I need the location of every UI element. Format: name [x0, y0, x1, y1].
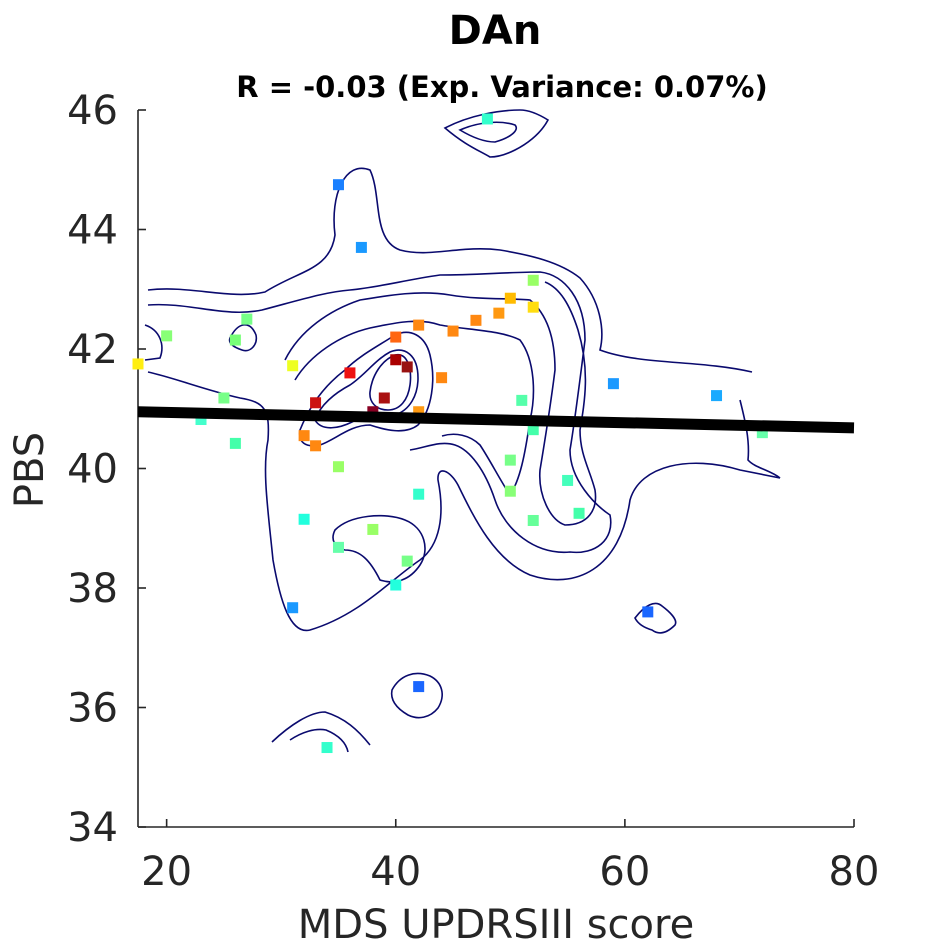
data-point	[401, 555, 413, 567]
y-tick-label: 40	[67, 447, 118, 493]
data-point	[218, 392, 230, 404]
data-point	[332, 179, 344, 191]
data-point	[378, 392, 390, 404]
data-point	[527, 424, 539, 436]
x-tick-label: 80	[829, 849, 880, 895]
data-point	[447, 325, 459, 337]
data-point	[195, 414, 207, 426]
y-axis-label: PBS	[7, 432, 53, 508]
data-point	[355, 241, 367, 253]
data-point	[527, 301, 539, 313]
y-tick-label: 46	[67, 88, 118, 134]
y-tick-label: 38	[67, 566, 118, 612]
data-point	[332, 461, 344, 473]
data-point	[527, 274, 539, 286]
data-point	[573, 507, 585, 519]
data-point	[321, 742, 333, 754]
density-contours	[144, 109, 781, 753]
data-point	[310, 397, 322, 409]
x-ticks: 20 40 60 80	[141, 819, 879, 895]
regression-line	[137, 406, 855, 434]
data-point	[332, 541, 344, 553]
y-tick-label: 36	[67, 686, 118, 732]
data-point	[344, 367, 356, 379]
axes: 20 40 60 80 34 36 38 40 42 44 46	[67, 88, 879, 895]
y-tick-label: 42	[67, 327, 118, 373]
data-point	[413, 681, 425, 693]
data-point	[562, 474, 574, 486]
data-point	[390, 579, 402, 591]
data-point	[310, 440, 322, 452]
data-point	[287, 602, 299, 614]
data-point	[132, 358, 144, 370]
x-tick-label: 40	[370, 849, 421, 895]
y-tick-label: 34	[67, 805, 118, 851]
data-point	[504, 485, 516, 497]
data-point	[470, 314, 482, 326]
data-point	[493, 307, 505, 319]
data-point	[401, 361, 413, 373]
data-point	[390, 331, 402, 343]
data-point	[504, 454, 516, 466]
data-points	[132, 113, 768, 754]
x-tick-label: 20	[141, 849, 192, 895]
data-point	[413, 488, 425, 500]
chart-subtitle: R = -0.03 (Exp. Variance: 0.07%)	[236, 70, 767, 104]
x-axis-label: MDS UPDRSIII score	[298, 902, 694, 945]
y-tick-label: 44	[67, 208, 118, 254]
data-point	[527, 514, 539, 526]
data-point	[298, 513, 310, 525]
data-point	[413, 319, 425, 331]
data-point	[229, 437, 241, 449]
data-point	[481, 113, 493, 125]
data-point	[287, 360, 299, 372]
data-point	[504, 292, 516, 304]
y-ticks: 34 36 38 40 42 44 46	[67, 88, 146, 851]
data-point	[241, 313, 253, 325]
data-point	[516, 394, 528, 406]
data-point	[607, 378, 619, 390]
data-point	[642, 606, 654, 618]
data-point	[161, 330, 173, 342]
data-point	[756, 427, 768, 439]
data-point	[436, 372, 448, 384]
data-point	[413, 406, 425, 418]
data-point	[390, 354, 402, 366]
x-tick-label: 60	[599, 849, 650, 895]
data-point	[298, 430, 310, 442]
regression-line-group	[137, 406, 855, 434]
chart-title: DAn	[449, 8, 542, 54]
data-point	[711, 390, 723, 402]
data-point	[229, 334, 241, 346]
data-point	[367, 523, 379, 535]
